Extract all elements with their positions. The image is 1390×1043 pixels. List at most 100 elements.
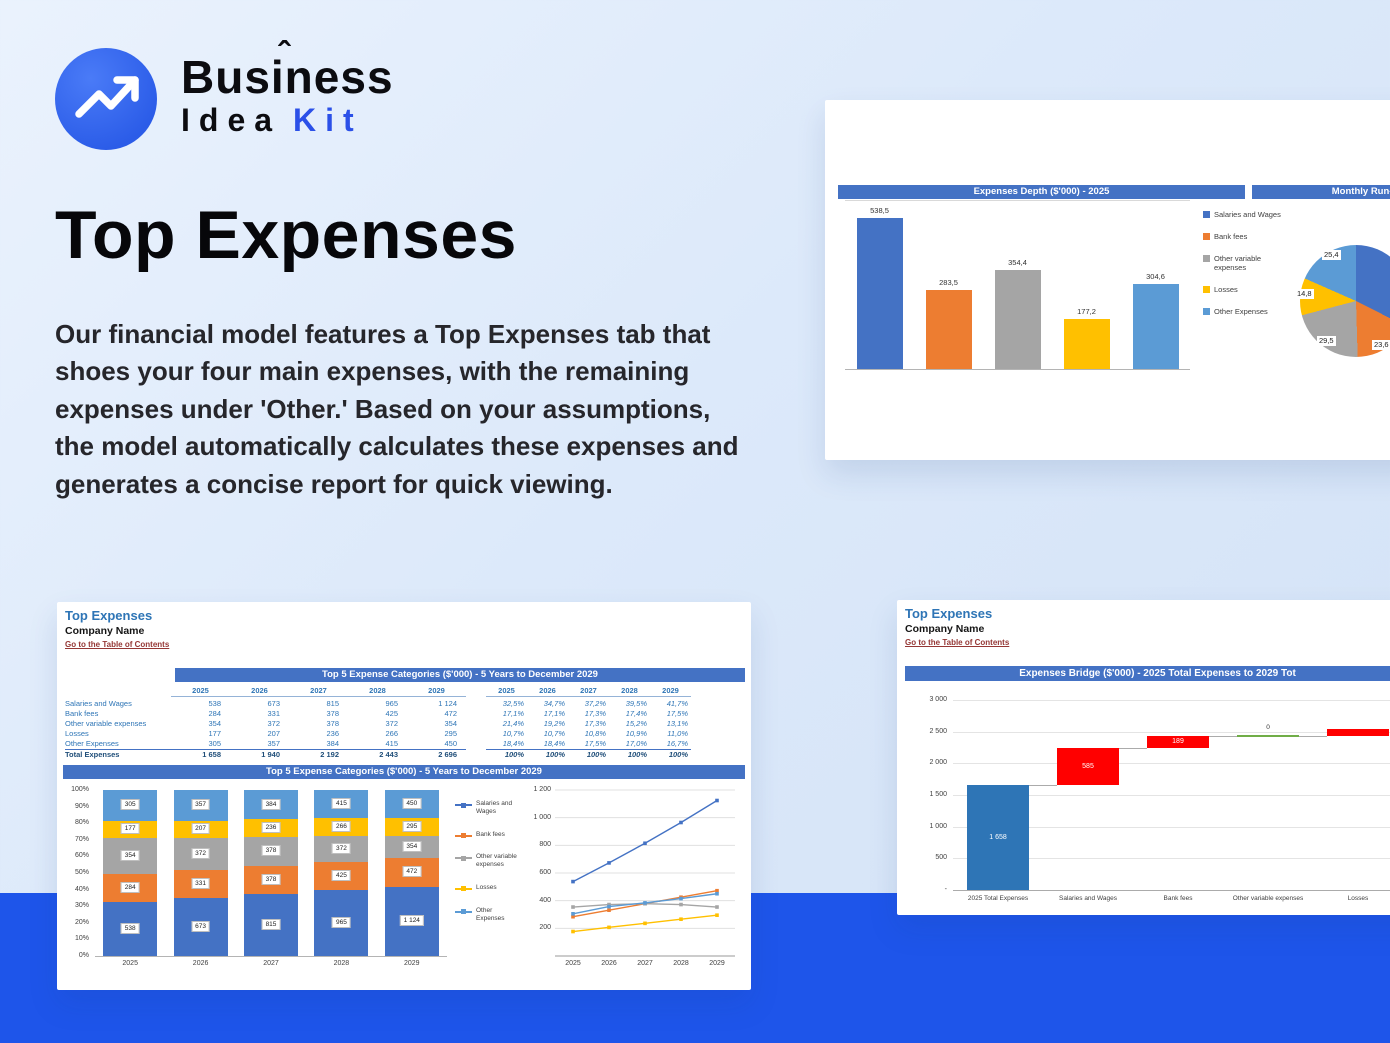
segment-label: 673: [191, 921, 211, 933]
expense-table: 2025 2026 2027 2028 2029 2025 2026 2027 2028 2029…: [65, 686, 691, 760]
year-header: 2028: [609, 686, 650, 697]
segment-label: 207: [191, 823, 211, 835]
total-percent: 100%: [609, 749, 650, 760]
y-tick-label: 10%: [74, 935, 89, 943]
sheet-title: Top Expenses: [65, 608, 153, 623]
chart-legend: Salaries and Wages Bank fees Other variabl…: [1203, 210, 1283, 329]
legend-label: Losses: [1214, 285, 1238, 294]
legend-item: Salaries and Wages: [455, 800, 521, 816]
cell-percent: 34,7%: [543, 699, 565, 708]
cell-percent: 11,0%: [667, 729, 688, 738]
cell-percent: 39,5%: [625, 699, 647, 708]
gridline: [953, 858, 1390, 860]
y-tick-label: 30%: [74, 902, 89, 910]
legend-item: Losses: [455, 884, 521, 892]
cell-percent: 10,7%: [502, 729, 524, 738]
chart-header-monthly-run-rate: Monthly Run-Rate ($'000: [1252, 185, 1390, 199]
page-title: Top Expenses: [55, 197, 517, 273]
cell-percent: 41,7%: [666, 699, 688, 708]
cell-value: 1 124: [438, 699, 457, 708]
cell-value: 305: [208, 739, 221, 748]
depth-bar-value-label: 177,2: [1077, 307, 1096, 317]
depth-bar-value-label: 354,4: [1008, 257, 1027, 267]
y-tick-label: 3 000: [929, 696, 947, 703]
cell-value: 472: [444, 709, 457, 718]
cell-percent: 16,7%: [666, 739, 688, 748]
row-label: Other variable expenses: [65, 719, 147, 728]
segment-label: 378: [261, 845, 281, 857]
y-axis-labels: 100% 90% 80% 70% 60% 50% 40% 30% 20% 10% 0%: [65, 784, 89, 984]
waterfall-connector: [1299, 735, 1327, 737]
cell-percent: 19,2%: [543, 719, 565, 728]
table-cell: [466, 749, 486, 760]
y-tick-label: 40%: [74, 885, 89, 893]
legend-label: Other variable expenses: [476, 853, 517, 869]
cell-value: 354: [208, 719, 221, 728]
y-tick-label: 1 500: [929, 791, 947, 798]
cell-value: 415: [385, 739, 398, 748]
y-axis-labels: 3 000 2 500 2 000 1 500 1 000 500 -: [905, 692, 947, 907]
table-of-contents-link[interactable]: Go to the Table of Contents: [905, 638, 1010, 647]
cell-percent: 10,7%: [543, 729, 565, 738]
brand-kit-text: Kit: [293, 102, 363, 138]
x-tick-label: 2027: [263, 960, 279, 967]
y-tick-label: 100%: [71, 786, 89, 793]
legend-marker: [1203, 286, 1210, 293]
segment-label: 372: [191, 848, 211, 860]
x-tick-label: 2026: [601, 960, 617, 967]
total-percent: 100%: [527, 749, 568, 760]
cell-percent: 17,4%: [625, 709, 647, 718]
y-tick-label: 1 000: [533, 813, 551, 821]
legend-marker: [1203, 211, 1210, 218]
segment-label: 266: [331, 821, 351, 833]
trending-up-icon: [55, 48, 157, 150]
cell-value: 284: [208, 709, 221, 718]
y-axis-labels: 1 200 1 000 800 600 400 200: [523, 784, 551, 984]
cell-percent: 17,3%: [584, 719, 606, 728]
waterfall-bar: [1057, 747, 1119, 785]
trend-line-chart: 1 200 1 000 800 600 400 200 2025 2026 2027 2028 20…: [523, 784, 745, 984]
table-cell: [466, 729, 486, 739]
cell-percent: 13,1%: [666, 719, 688, 728]
y-tick-label: 600: [539, 869, 551, 876]
x-tick-label: 2026: [192, 960, 209, 967]
cell-percent: 18,4%: [502, 739, 524, 748]
page-description: Our financial model features a Top Expen…: [55, 319, 739, 499]
brand-name-text: Business: [181, 51, 394, 103]
y-tick-label: 1 200: [533, 786, 551, 793]
segment-label: 354: [120, 849, 140, 861]
legend-marker: [455, 886, 472, 892]
cell-percent: 21,4%: [502, 719, 524, 728]
segment-label: 415: [331, 798, 351, 810]
total-percent: 100%: [486, 749, 527, 760]
x-tick-label: 2028: [333, 960, 350, 967]
legend-item: Other Expenses: [1203, 307, 1283, 316]
cell-value: 965: [385, 699, 398, 708]
cell-value: 378: [326, 719, 339, 728]
total-value: 1 940: [230, 749, 289, 760]
waterfall-bar-label: 585: [1082, 762, 1094, 770]
segment-label: 815: [261, 919, 281, 931]
gridline: [953, 826, 1390, 828]
brand-logo[interactable]: Business ˆ Idea Kit: [55, 37, 394, 150]
company-name: Company Name: [905, 623, 985, 635]
brand-subname: Idea Kit: [181, 104, 394, 136]
legend-item: Other variable expenses: [1203, 254, 1283, 272]
year-header: 2028: [348, 686, 407, 697]
legend-item: Salaries and Wages: [1203, 210, 1283, 219]
year-header: 2026: [230, 686, 289, 697]
y-tick-label: 2 500: [929, 727, 947, 735]
table-of-contents-link[interactable]: Go to the Table of Contents: [65, 640, 170, 649]
x-tick-label: Salaries and Wages: [1059, 895, 1117, 902]
cell-value: 177: [208, 729, 221, 738]
year-header: 2025: [486, 686, 527, 697]
total-percent: 100%: [568, 749, 609, 760]
expenses-depth-bar-chart: 538,5 283,5 354,4 177,2 304,6: [845, 200, 1190, 370]
legend-label: Losses: [476, 883, 497, 891]
total-value: 2 696: [407, 749, 466, 760]
y-tick-label: 90%: [74, 802, 89, 810]
y-tick-label: 70%: [74, 835, 89, 843]
gridline: [953, 795, 1390, 796]
cell-percent: 17,5%: [584, 739, 606, 748]
legend-marker: [1203, 308, 1210, 315]
